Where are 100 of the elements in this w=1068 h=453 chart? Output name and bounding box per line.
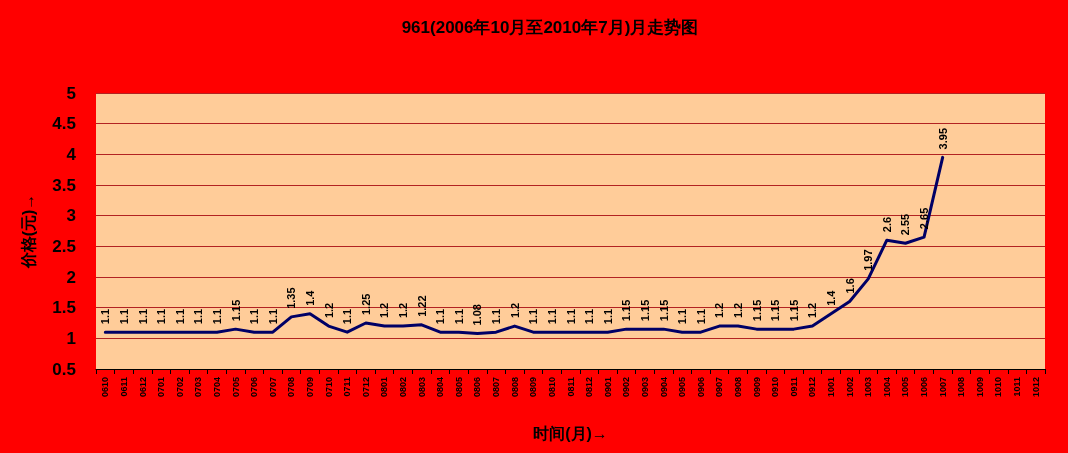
y-tick-label: 3 [66,206,76,226]
y-tick-label: 0.5 [52,359,76,379]
y-tick-label: 2.5 [52,236,76,256]
x-tick-label: 0803 [416,377,427,398]
data-label: 1.1 [564,308,577,325]
x-tick-label: 0912 [807,377,818,398]
x-tick-label: 0709 [304,377,315,398]
data-label: 1.15 [229,299,242,322]
x-tick-label: 0710 [323,377,334,398]
data-label: 1.97 [862,249,875,271]
x-tick-label: 0810 [546,377,557,398]
x-tick-label: 1010 [993,377,1004,398]
x-tick-label: 0903 [639,377,650,398]
x-tick-label: 1007 [937,377,948,398]
data-label: 1.2 [806,302,819,319]
x-tick-label: 0610 [100,377,111,398]
data-label: 1.1 [248,308,261,325]
x-tick-label: 0711 [342,377,353,397]
x-tick-label: 0906 [695,377,706,398]
data-label: 1.1 [545,308,558,325]
data-label: 1.2 [378,302,391,319]
x-tick-label: 0911 [788,377,799,397]
data-label: 1.1 [341,308,354,325]
x-tick-label: 0704 [211,377,222,398]
data-label: 1.1 [583,308,596,325]
data-label: 1.1 [694,308,707,325]
data-label: 1.1 [601,308,614,325]
data-label: 1.1 [266,308,279,325]
data-label: 1.15 [769,299,782,322]
data-label: 1.1 [136,308,149,325]
x-tick-label: 0708 [286,377,297,398]
data-label: 1.22 [415,295,428,317]
x-tick-label: 1003 [863,377,874,398]
y-tick-label: 2 [66,267,76,287]
data-label: 1.2 [322,302,335,319]
data-label: 2.65 [918,207,931,230]
x-tick-label: 1011 [1012,377,1023,397]
x-tick-label: 0807 [491,377,502,398]
data-label: 1.1 [99,308,112,325]
y-tick-label: 3.5 [52,175,76,195]
data-label: 1.15 [620,299,633,322]
data-label: 1.25 [359,293,372,315]
data-label: 1.2 [713,302,726,319]
data-label: 2.6 [880,216,893,233]
x-tick-label: 0904 [658,377,669,398]
data-label: 1.4 [825,289,838,306]
data-label: 1.1 [173,308,186,325]
x-tick-label: 0712 [360,377,371,398]
x-tick-label: 0705 [230,377,241,398]
x-tick-label: 0808 [509,377,520,398]
data-label: 1.1 [192,308,205,325]
x-tick-label: 0901 [602,377,613,398]
data-label: 1.15 [750,299,763,322]
data-label: 1.15 [657,299,670,322]
x-tick-label: 0707 [267,377,278,398]
data-label: 1.2 [397,302,410,319]
data-label: 1.6 [843,278,856,294]
x-tick-label: 0812 [584,377,595,398]
x-axis-title: 时间(月)→ [533,424,608,442]
x-tick-label: 0611 [118,377,129,397]
y-tick-label: 4.5 [52,114,76,134]
y-tick-label: 5 [66,83,76,103]
x-tick-label: 0907 [714,377,725,398]
y-tick-label: 1 [66,328,76,348]
data-label: 1.1 [490,308,503,325]
data-label: 1.08 [471,304,484,326]
x-tick-label: 0805 [453,377,464,398]
x-tick-label: 1008 [956,377,967,398]
x-tick-label: 0612 [137,377,148,398]
y-tick-label: 1.5 [52,298,76,318]
x-tick-label: 0902 [621,377,632,398]
y-tick-label: 4 [66,144,77,164]
x-tick-label: 1004 [881,377,892,398]
data-label: 1.1 [527,308,540,325]
x-tick-label: 1009 [974,377,985,398]
data-label: 1.1 [676,308,689,325]
data-label: 1.4 [303,289,316,306]
x-tick-label: 0910 [770,377,781,398]
x-tick-label: 0811 [565,377,576,397]
data-label: 1.35 [285,287,298,309]
x-tick-label: 0804 [435,377,446,398]
x-tick-label: 0809 [528,377,539,398]
x-tick-label: 0701 [156,377,167,398]
data-label: 1.15 [787,299,800,322]
x-tick-label: 0905 [677,377,688,398]
line-series [103,155,945,335]
x-tick-label: 0703 [193,377,204,398]
x-tick-label: 0706 [249,377,260,398]
data-label: 1.1 [210,308,223,325]
x-tick-label: 0802 [398,377,409,398]
chart-title: 961(2006年10月至2010年7月)月走势图 [401,18,699,37]
data-label: 1.2 [508,302,521,319]
x-tick-label: 1005 [900,377,911,398]
x-tick-label: 1001 [826,377,837,398]
x-tick-label: 0806 [472,377,483,398]
data-label: 1.15 [638,299,651,322]
data-label: 2.55 [899,213,912,236]
data-label: 1.1 [452,308,465,325]
x-tick-label: 0909 [751,377,762,398]
data-label: 1.2 [731,302,744,319]
